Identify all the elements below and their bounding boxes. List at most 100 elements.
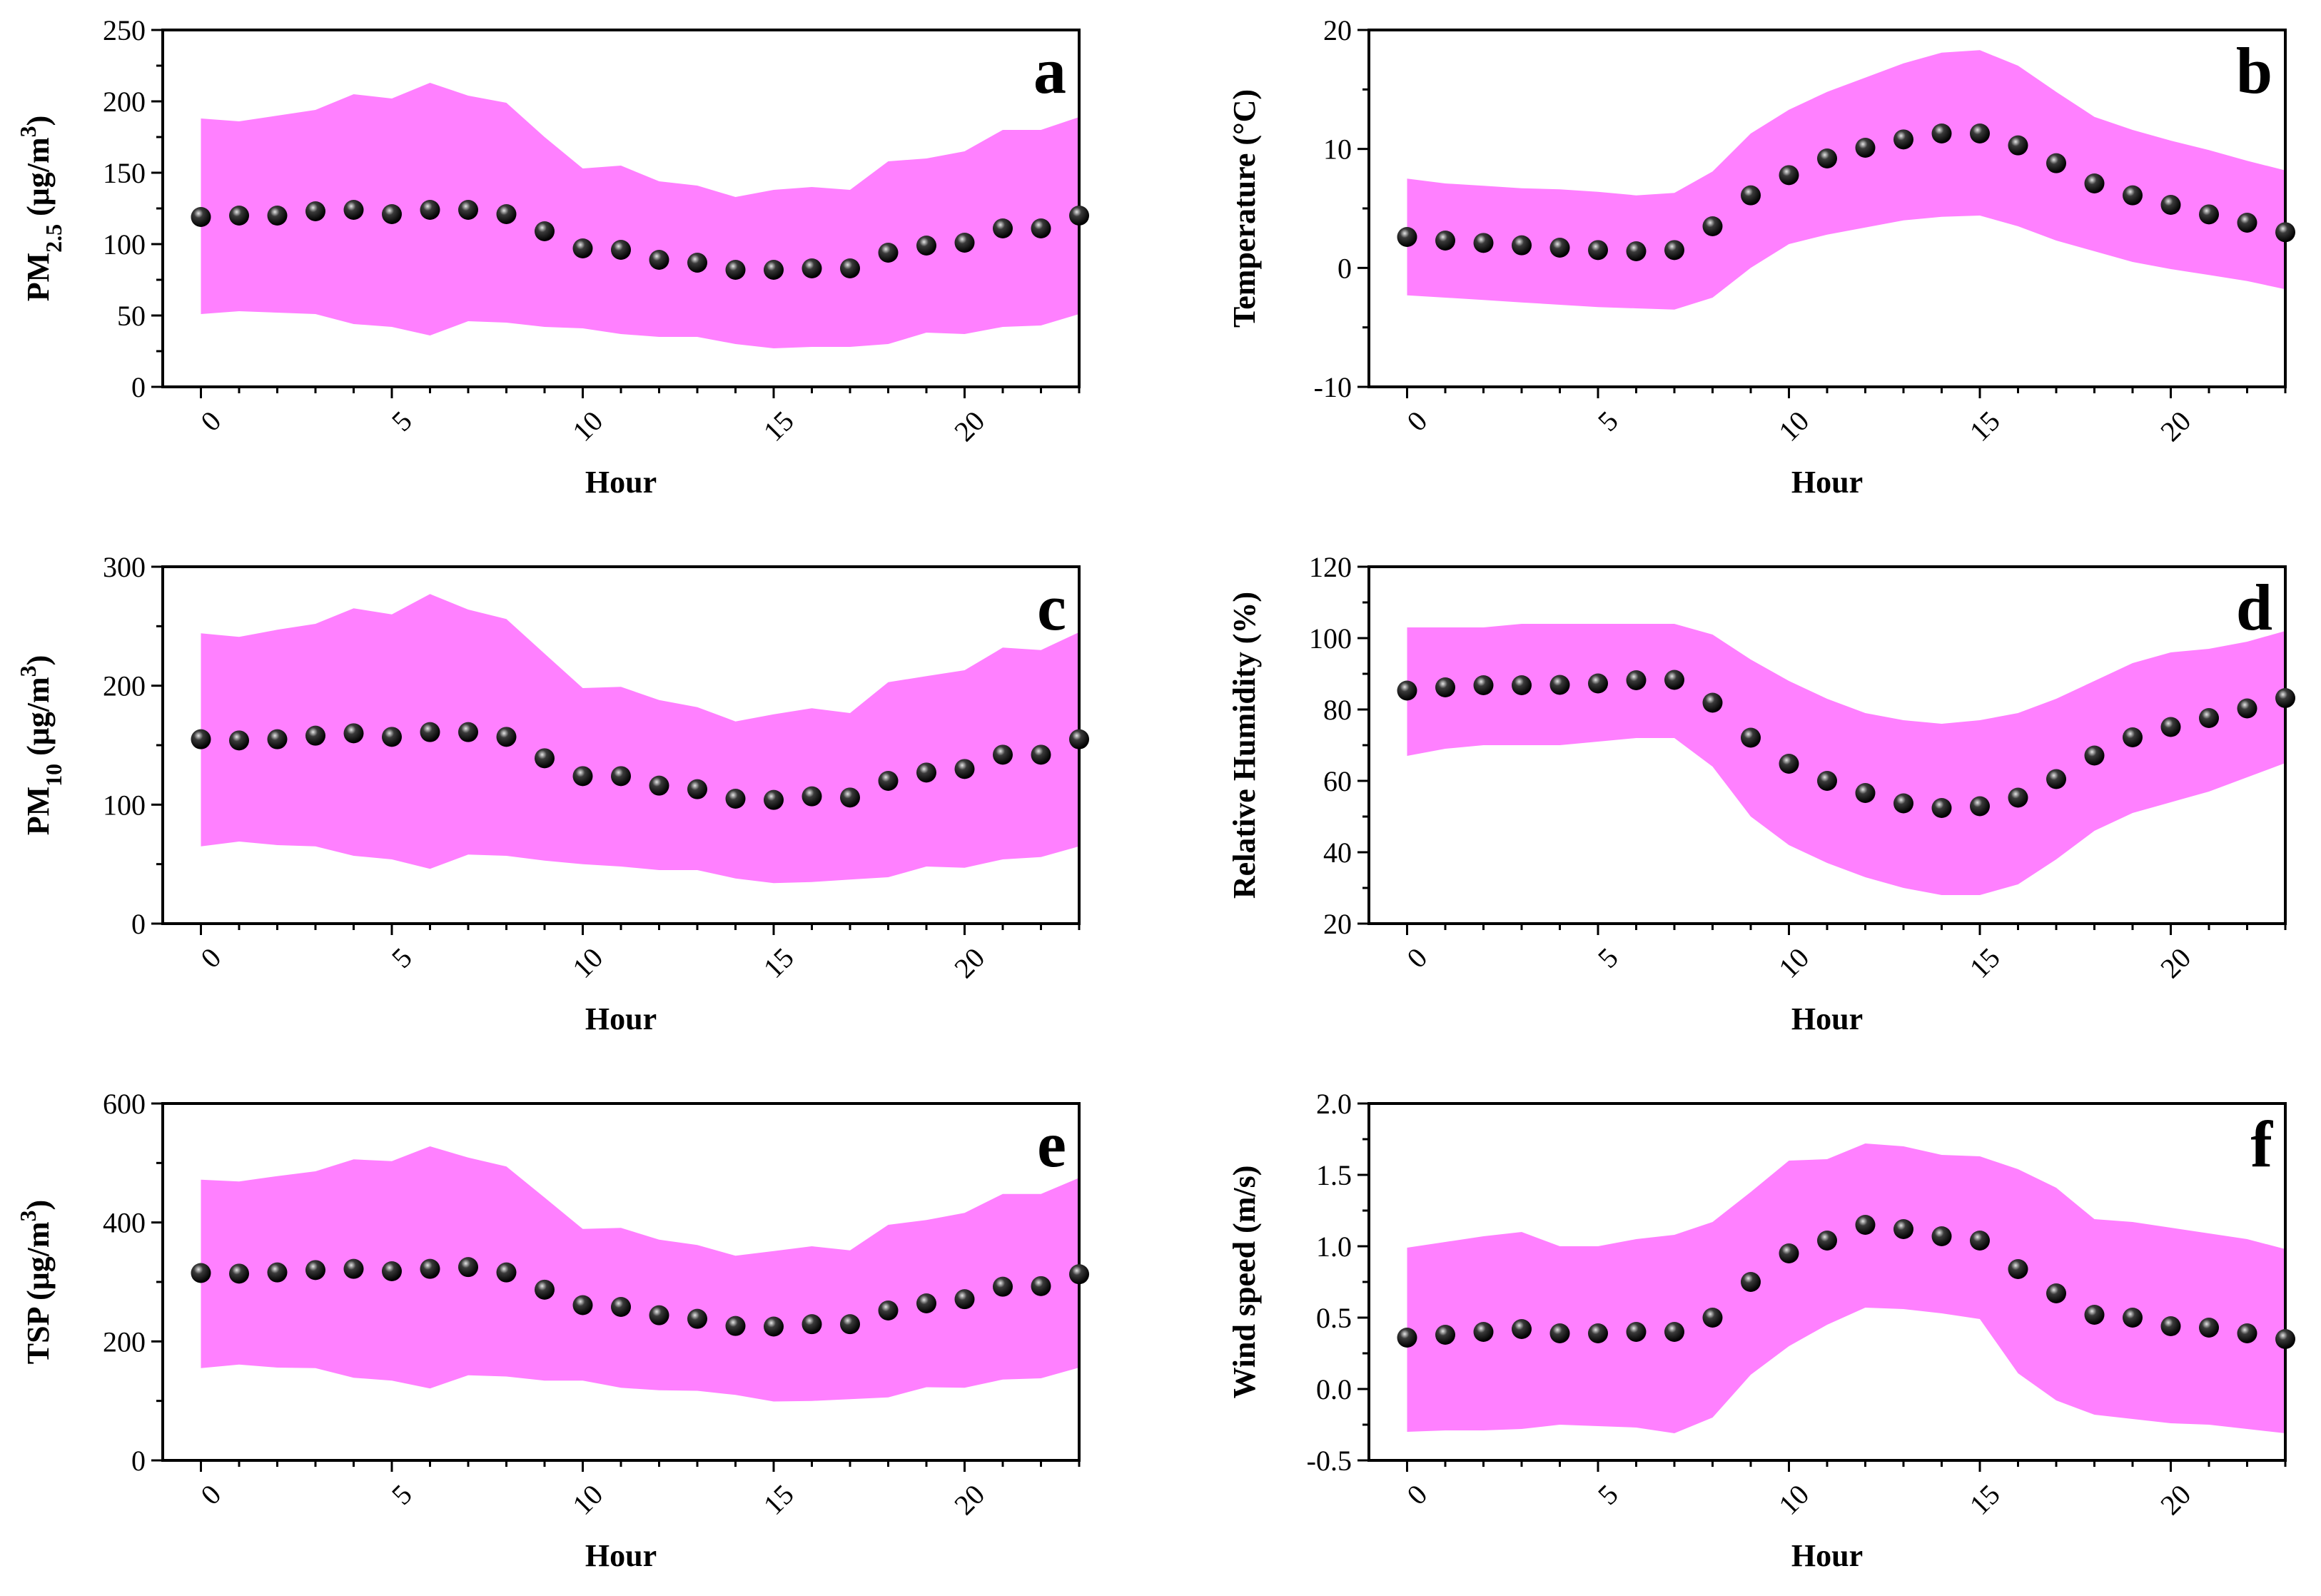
- y-tick-label: 120: [1309, 551, 1352, 583]
- mean-point: [420, 1258, 440, 1279]
- mean-point: [2275, 688, 2295, 708]
- mean-point: [496, 727, 517, 747]
- mean-point: [572, 1295, 593, 1315]
- x-tick-label: 5: [385, 405, 418, 438]
- mean-point: [1741, 727, 1761, 748]
- y-tick-label: 0: [1338, 252, 1352, 284]
- y-tick-label: 200: [103, 86, 146, 118]
- mean-point: [1970, 796, 1990, 817]
- mean-point: [878, 771, 899, 791]
- mean-point: [1031, 744, 1051, 765]
- x-tick-label: 0: [1400, 941, 1433, 974]
- panel-a: 0 50 100 150 200 250 0 5 10 15 20 Hour PM2.5 (μg/m3)…: [15, 14, 1089, 500]
- mean-point: [343, 1258, 364, 1279]
- mean-point: [1512, 1319, 1532, 1339]
- x-tick-label: 0: [194, 405, 227, 438]
- mean-point: [267, 1262, 288, 1283]
- x-tick-label: 0: [194, 941, 227, 974]
- mean-point: [1779, 754, 1799, 774]
- mean-point: [2046, 769, 2066, 789]
- mean-point: [1893, 793, 1913, 814]
- mean-point: [1931, 1226, 1952, 1246]
- mean-point: [954, 233, 975, 253]
- panel-d: 20 40 60 80 100 120 0 5 10 15 20 Hour Relative Humid…: [1227, 551, 2295, 1036]
- mean-point: [305, 1260, 325, 1281]
- mean-point: [1664, 240, 1684, 261]
- mean-point: [1069, 1264, 1089, 1285]
- mean-point: [916, 762, 936, 783]
- band-c: [201, 594, 1079, 884]
- mean-point: [1473, 233, 1494, 253]
- mean-point: [2084, 1305, 2105, 1325]
- mean-point: [1473, 1322, 1494, 1342]
- mean-point: [458, 1257, 478, 1278]
- mean-point: [1664, 670, 1684, 690]
- x-tick-label: 5: [385, 1478, 418, 1511]
- y-tick-label: 10: [1323, 133, 1352, 166]
- mean-point: [1855, 1215, 1876, 1235]
- y-axis-title: TSP (μg/m3): [15, 1200, 56, 1364]
- mean-point: [611, 1297, 631, 1317]
- y-tick-label: 0: [131, 1445, 146, 1477]
- mean-point: [191, 207, 211, 227]
- mean-point: [1702, 216, 1723, 236]
- mean-point: [343, 200, 364, 220]
- y-axis-title: PM2.5 (μg/m3): [15, 116, 66, 302]
- mean-point: [993, 218, 1013, 238]
- x-tick-label: 10: [566, 941, 609, 984]
- mean-point: [1702, 692, 1723, 713]
- mean-point: [954, 1289, 975, 1310]
- mean-point: [802, 1314, 822, 1335]
- mean-point: [1855, 783, 1876, 803]
- mean-point: [802, 786, 822, 807]
- x-axis-title: Hour: [585, 1001, 657, 1036]
- x-axis-title: Hour: [585, 465, 657, 500]
- y-tick-label: 100: [103, 789, 146, 821]
- panel-letter: d: [2236, 571, 2272, 644]
- mean-point: [1397, 1328, 1417, 1348]
- mean-point: [1779, 165, 1799, 186]
- mean-point: [2199, 1318, 2219, 1338]
- x-tick-label: 10: [1772, 405, 1815, 448]
- mean-point: [1588, 1323, 1608, 1343]
- y-tick-label: 40: [1323, 837, 1352, 869]
- mean-point: [535, 748, 555, 769]
- mean-point: [1855, 138, 1876, 158]
- band-d: [1407, 624, 2285, 895]
- mean-point: [458, 722, 478, 742]
- mean-point: [229, 206, 249, 226]
- y-tick-label: 60: [1323, 765, 1352, 797]
- panel-letter: a: [1033, 34, 1066, 107]
- mean-point: [1031, 1276, 1051, 1296]
- mean-point: [2275, 222, 2295, 243]
- mean-point: [2199, 204, 2219, 225]
- y-tick-label: 100: [1309, 622, 1352, 655]
- mean-point: [687, 779, 707, 799]
- mean-point: [764, 1316, 784, 1337]
- mean-point: [1970, 1231, 1990, 1251]
- panel-b: -10 0 10 20 0 5 10 15 20 Hour Temperature (°C) b: [1227, 14, 2295, 500]
- mean-point: [840, 258, 860, 278]
- y-tick-label: 200: [103, 670, 146, 702]
- mean-point: [2123, 1308, 2143, 1328]
- mean-point: [1664, 1322, 1684, 1342]
- x-tick-label: 20: [2154, 941, 2197, 984]
- band-f: [1407, 1143, 2285, 1433]
- mean-point: [1512, 235, 1532, 256]
- mean-point: [611, 766, 631, 787]
- mean-point: [2160, 717, 2181, 737]
- y-axis-title: PM10 (μg/m3): [15, 655, 66, 836]
- panel-letter: c: [1037, 571, 1066, 644]
- mean-point: [1817, 1231, 1837, 1251]
- mean-point: [496, 1262, 517, 1283]
- y-tick-label: -10: [1314, 371, 1352, 403]
- mean-point: [1893, 1219, 1913, 1239]
- mean-point: [2275, 1329, 2295, 1349]
- x-tick-label: 5: [385, 941, 418, 974]
- mean-point: [2160, 195, 2181, 215]
- band-b: [1407, 50, 2285, 310]
- mean-point: [1817, 771, 1837, 791]
- x-axis-title: Hour: [1791, 465, 1863, 500]
- mean-point: [572, 766, 593, 787]
- mean-point: [1588, 240, 1608, 261]
